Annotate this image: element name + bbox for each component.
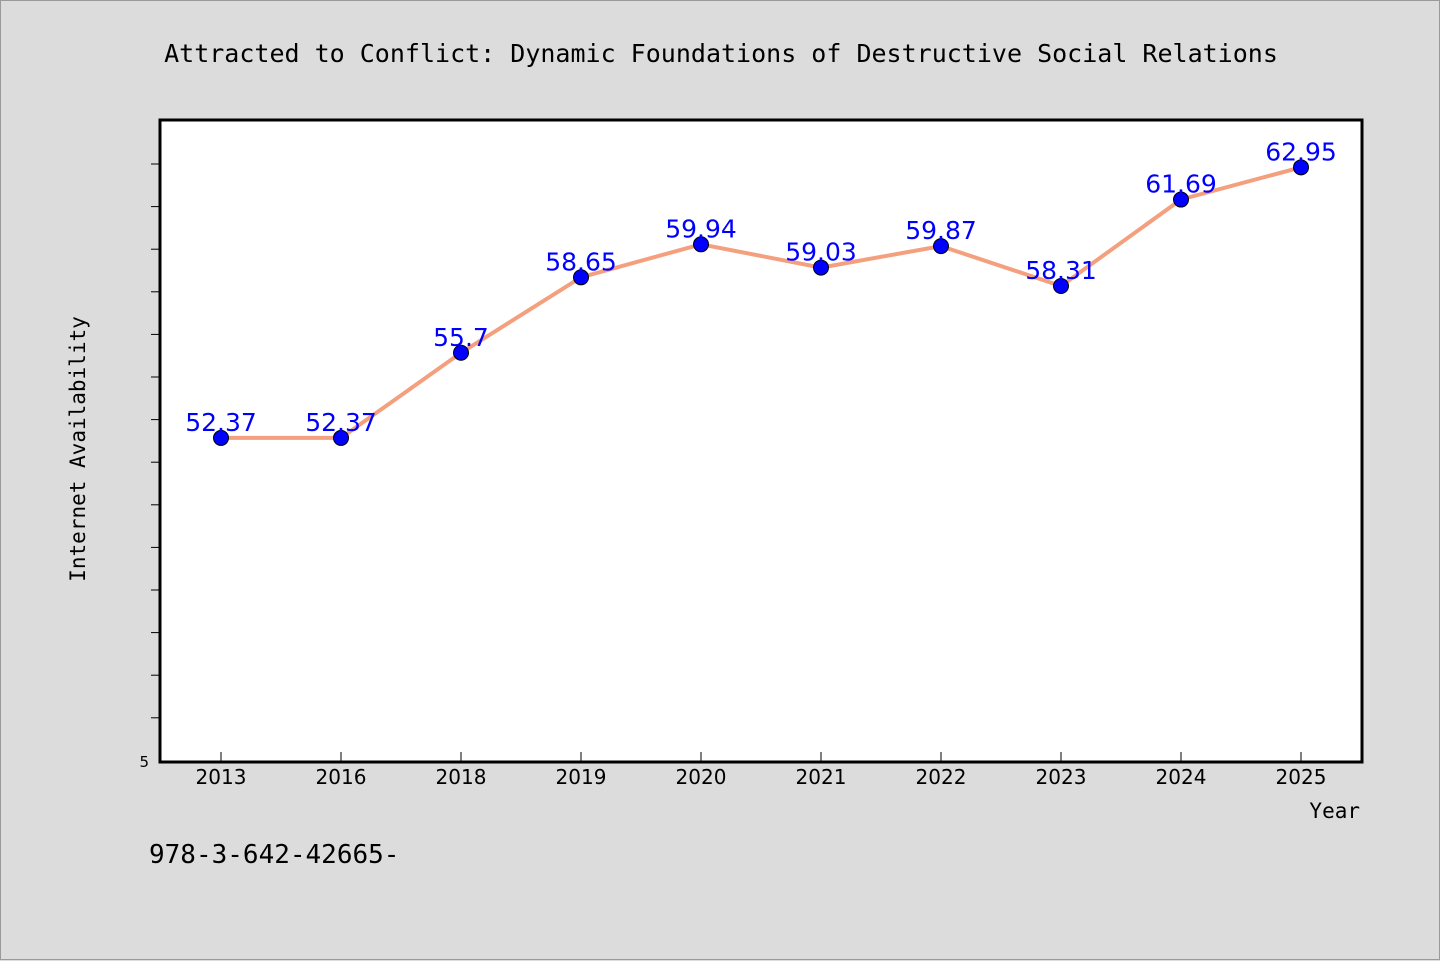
x-tick-label: 2020 <box>676 765 727 789</box>
y-tick-label: 5 <box>139 753 149 771</box>
x-tick-label: 2013 <box>196 765 247 789</box>
data-point <box>1293 159 1309 176</box>
chart-title: Attracted to Conflict: Dynamic Foundatio… <box>164 39 1278 68</box>
data-label: 52.37 <box>305 408 377 437</box>
data-label: 62.95 <box>1265 137 1337 166</box>
data-label: 59.87 <box>905 216 977 245</box>
x-tick-label: 2021 <box>796 765 847 789</box>
data-label: 52.37 <box>185 408 257 437</box>
x-tick-label: 2016 <box>316 765 367 789</box>
x-axis-label: Year <box>1309 799 1360 823</box>
data-label: 61.69 <box>1145 170 1217 199</box>
data-point <box>573 269 589 286</box>
plot-area <box>158 118 1364 764</box>
series-line <box>221 165 1302 440</box>
data-point <box>1173 191 1189 208</box>
data-label: 55.7 <box>433 323 489 352</box>
x-tick-label: 2024 <box>1156 765 1207 789</box>
x-tick-label: 2022 <box>916 765 967 789</box>
x-axis-ticks <box>220 752 1302 762</box>
x-tick-label: 2018 <box>436 765 487 789</box>
x-axis-tick-labels: 2013 2016 2018 2019 2020 2021 2022 2023 2024 2025 <box>196 765 1327 789</box>
footer-text: 978-3-642-42665- <box>149 840 399 870</box>
data-point <box>933 238 949 255</box>
y-axis-label: Internet Availability <box>66 316 90 582</box>
series-markers <box>213 159 1309 446</box>
data-point <box>453 344 469 361</box>
data-point <box>693 236 709 253</box>
data-point <box>813 259 829 276</box>
data-point <box>1053 277 1069 294</box>
data-label: 58.31 <box>1025 256 1097 285</box>
x-tick-label: 2019 <box>556 765 607 789</box>
data-point <box>213 429 229 446</box>
data-point <box>333 429 349 446</box>
y-axis-ticks <box>151 163 160 719</box>
data-label: 59.03 <box>785 238 857 267</box>
data-label: 59.94 <box>665 214 737 243</box>
x-tick-label: 2023 <box>1036 765 1087 789</box>
data-labels: 52.37 52.37 55.7 58.65 59.94 59.03 59.87 58.31 6… <box>185 137 1337 437</box>
x-tick-label: 2025 <box>1276 765 1327 789</box>
data-label: 58.65 <box>545 247 617 276</box>
